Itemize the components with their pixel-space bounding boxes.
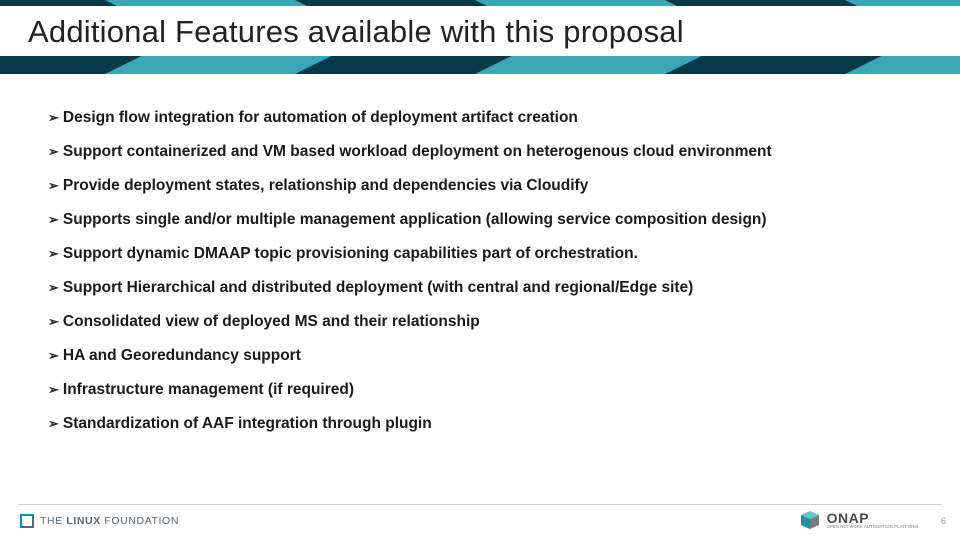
list-item: ➢Provide deployment states, relationship… (48, 176, 930, 196)
onap-cube-icon (799, 510, 821, 530)
list-item-text: Support dynamic DMAAP topic provisioning… (63, 244, 638, 264)
linux-foundation-logo: THE LINUX FOUNDATION (20, 514, 179, 528)
footer: THE LINUX FOUNDATION ONAP OPEN NETWORK A… (0, 504, 960, 540)
onap-sub: OPEN NETWORK AUTOMATION PLATFORM (827, 525, 918, 529)
list-item-text: Consolidated view of deployed MS and the… (63, 312, 480, 332)
list-item-text: Provide deployment states, relationship … (63, 176, 588, 196)
footer-divider (18, 504, 942, 505)
lf-the: THE (40, 515, 63, 527)
bullet-icon: ➢ (48, 176, 59, 196)
bullet-icon: ➢ (48, 108, 59, 128)
bullet-icon: ➢ (48, 142, 59, 162)
bullet-icon: ➢ (48, 244, 59, 264)
bullet-icon: ➢ (48, 414, 59, 434)
bullet-list: ➢Design flow integration for automation … (48, 108, 930, 448)
bullet-icon: ➢ (48, 278, 59, 298)
lf-linux: LINUX (66, 515, 101, 527)
list-item-text: Design flow integration for automation o… (63, 108, 578, 128)
onap-logo: ONAP OPEN NETWORK AUTOMATION PLATFORM (799, 510, 918, 530)
list-item: ➢Design flow integration for automation … (48, 108, 930, 128)
bullet-icon: ➢ (48, 312, 59, 332)
page-number: 6 (941, 516, 946, 526)
onap-logo-text: ONAP OPEN NETWORK AUTOMATION PLATFORM (827, 511, 918, 529)
list-item: ➢Support dynamic DMAAP topic provisionin… (48, 244, 930, 264)
slide-title: Additional Features available with this … (28, 14, 684, 50)
bullet-icon: ➢ (48, 346, 59, 366)
list-item: ➢Consolidated view of deployed MS and th… (48, 312, 930, 332)
bullet-icon: ➢ (48, 380, 59, 400)
lf-logo-text: THE LINUX FOUNDATION (40, 515, 179, 527)
list-item: ➢Support containerized and VM based work… (48, 142, 930, 162)
list-item-text: Support Hierarchical and distributed dep… (63, 278, 693, 298)
list-item-text: Support containerized and VM based workl… (63, 142, 772, 162)
onap-main: ONAP (827, 511, 918, 525)
lf-square-icon (20, 514, 34, 528)
list-item: ➢HA and Georedundancy support (48, 346, 930, 366)
lf-foundation: FOUNDATION (104, 515, 179, 527)
list-item: ➢Support Hierarchical and distributed de… (48, 278, 930, 298)
bullet-icon: ➢ (48, 210, 59, 230)
list-item: ➢Infrastructure management (if required) (48, 380, 930, 400)
list-item: ➢Standardization of AAF integration thro… (48, 414, 930, 434)
list-item-text: Standardization of AAF integration throu… (63, 414, 432, 434)
list-item-text: Supports single and/or multiple manageme… (63, 210, 767, 230)
list-item-text: Infrastructure management (if required) (63, 380, 354, 400)
list-item: ➢Supports single and/or multiple managem… (48, 210, 930, 230)
list-item-text: HA and Georedundancy support (63, 346, 301, 366)
